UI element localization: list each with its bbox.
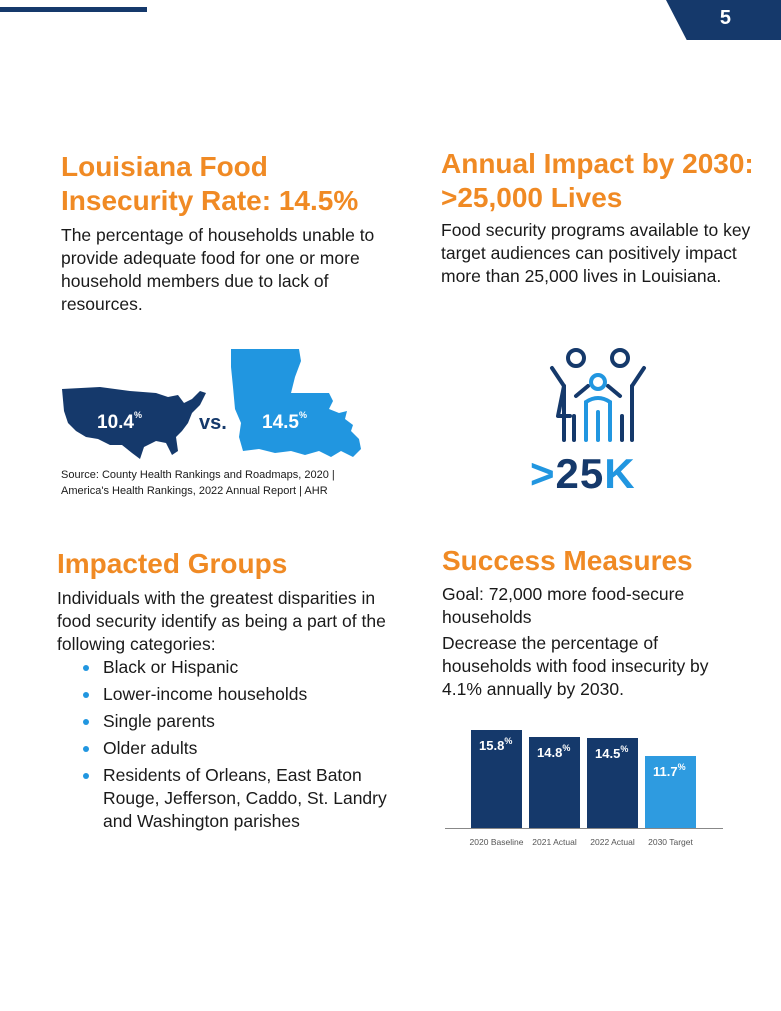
impacted-groups-description: Individuals with the greatest disparitie… [57, 588, 386, 654]
top-accent-rule [0, 7, 147, 12]
bar-value-label: 15.8% [479, 736, 513, 754]
impact-25k-stat: >25K [530, 450, 636, 497]
impacted-groups-list: Black or Hispanic Lower-income household… [57, 656, 397, 837]
chart-bar [529, 736, 580, 828]
success-measures-heading: Success Measures [442, 545, 693, 576]
source-line-1: Source: County Health Rankings and Roadm… [61, 469, 335, 481]
chart-bar [471, 730, 522, 828]
impacted-groups-heading: Impacted Groups [57, 548, 288, 579]
page-number-tab [666, 0, 781, 40]
success-goal: Goal: 72,000 more food-secure households [442, 584, 685, 627]
bar-value-label: 14.8% [537, 742, 571, 760]
annual-impact-heading: Annual Impact by 2030: >25,000 Lives [441, 148, 754, 213]
food-insecurity-heading: Louisiana Food Insecurity Rate: 14.5% [61, 151, 359, 216]
annual-impact-description: Food security programs available to key … [441, 220, 751, 286]
success-decrease: Decrease the percentage of households wi… [442, 633, 709, 699]
chart-tick-label: 2021 Actual [532, 837, 577, 847]
louisiana-rate-value: 14.5% [262, 410, 307, 433]
list-item: Black or Hispanic [57, 656, 397, 679]
page-number: 5 [719, 7, 731, 29]
bar-value-label: 14.5% [595, 744, 629, 762]
family-icon [550, 348, 646, 442]
vs-label: vs. [199, 412, 227, 434]
list-item: Residents of Orleans, East Baton Rouge, … [57, 764, 397, 833]
list-item: Older adults [57, 737, 397, 760]
louisiana-map-icon [231, 349, 361, 457]
list-item: Lower-income households [57, 683, 397, 706]
list-item: Single parents [57, 710, 397, 733]
chart-tick-label: 2030 Target [648, 837, 693, 847]
bar-value-label: 11.7% [653, 761, 686, 779]
source-citation: Source: County Health Rankings and Roadm… [61, 467, 335, 499]
chart-x-axis [445, 828, 723, 829]
chart-tick-label: 2020 Baseline [469, 837, 524, 847]
us-map-icon [62, 387, 206, 459]
source-line-2: America's Health Rankings, 2022 Annual R… [61, 485, 328, 497]
chart-bar [587, 738, 638, 828]
us-rate-value: 10.4% [97, 410, 142, 433]
food-insecurity-description: The percentage of households unable to p… [61, 225, 375, 314]
chart-bar [645, 755, 696, 828]
chart-tick-label: 2022 Actual [590, 837, 635, 847]
